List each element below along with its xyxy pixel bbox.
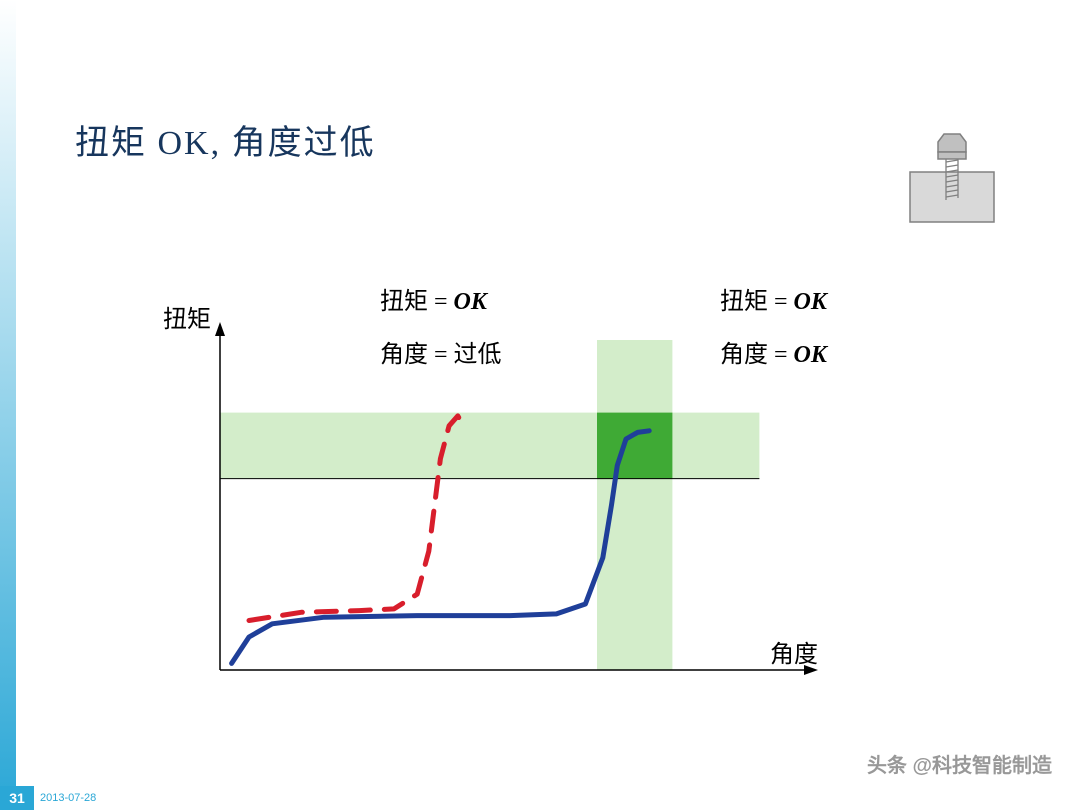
slide-title: 扭矩 OK, 角度过低: [75, 115, 376, 164]
bolt-icon: [904, 132, 1000, 224]
torque-angle-chart: [200, 320, 820, 690]
page-number: 31: [0, 786, 34, 810]
status-left-torque-label: 扭矩 =: [380, 289, 448, 315]
status-right-torque-label: 扭矩 =: [720, 289, 788, 315]
footer-date: 2013-07-28: [40, 792, 96, 804]
status-left-torque-val: OK: [454, 289, 487, 315]
watermark: 头条 @科技智能制造: [867, 756, 1052, 776]
status-right-torque-val: OK: [794, 289, 827, 315]
side-gradient: [0, 0, 16, 810]
footer: 31 2013-07-28: [0, 786, 1080, 810]
